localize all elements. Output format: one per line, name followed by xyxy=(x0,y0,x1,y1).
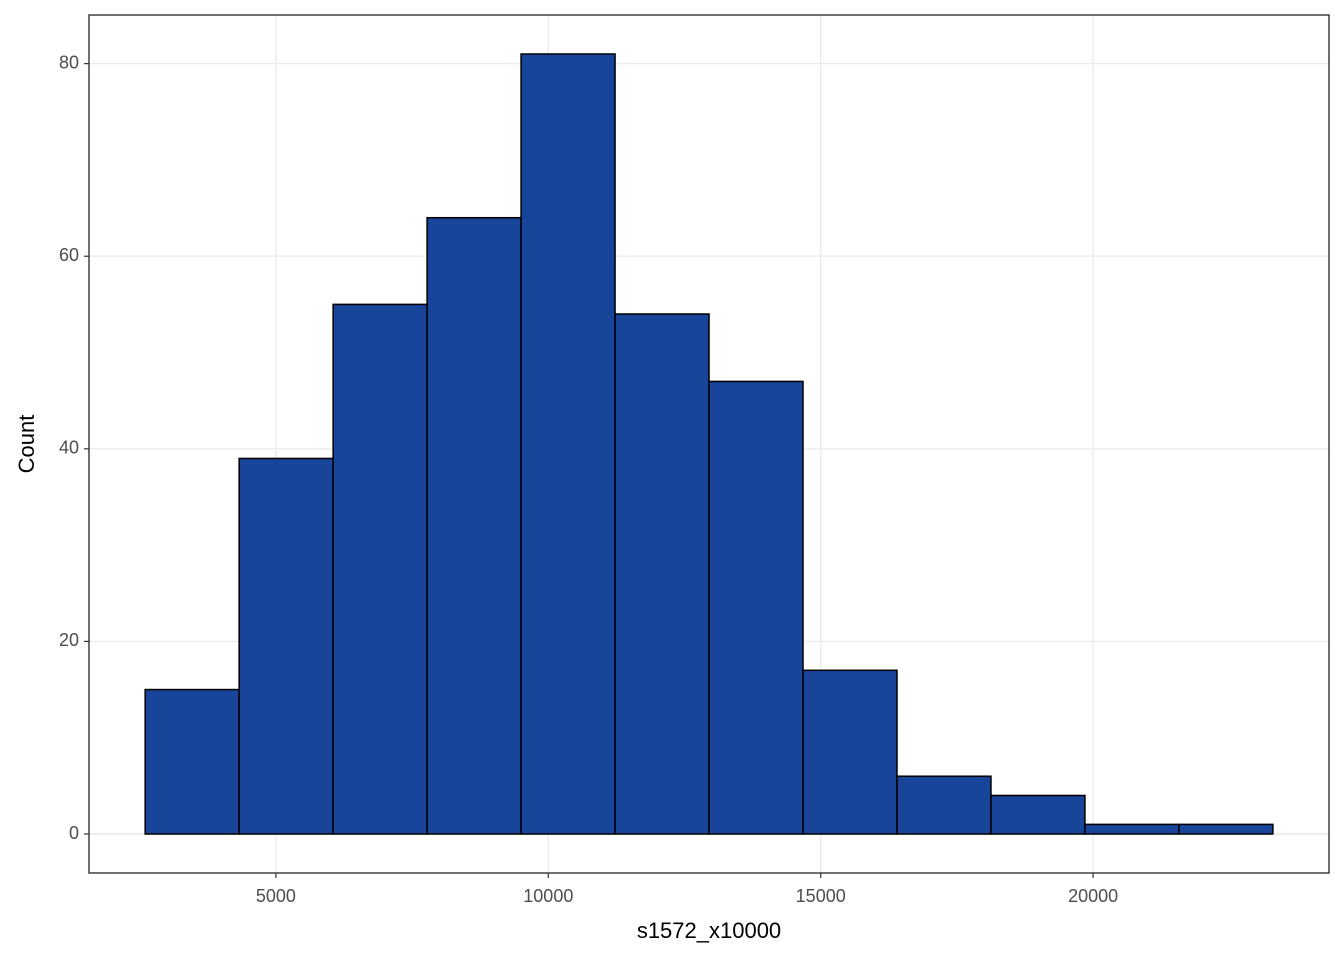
x-tick-label: 15000 xyxy=(796,886,846,906)
x-tick-label: 20000 xyxy=(1068,886,1118,906)
y-tick-label: 0 xyxy=(69,823,79,843)
bar xyxy=(896,775,992,835)
bar xyxy=(1178,823,1274,835)
x-tick-label: 5000 xyxy=(256,886,296,906)
y-tick-label: 20 xyxy=(59,630,79,650)
x-axis-title: s1572_x10000 xyxy=(637,918,781,943)
bar xyxy=(990,794,1086,835)
y-tick-label: 80 xyxy=(59,52,79,72)
bar xyxy=(238,457,334,835)
bar xyxy=(426,216,522,835)
bar xyxy=(708,380,804,835)
y-tick-label: 60 xyxy=(59,245,79,265)
bar xyxy=(614,313,710,835)
y-tick-label: 40 xyxy=(59,438,79,458)
y-axis-title: Count xyxy=(14,415,39,474)
x-tick-label: 10000 xyxy=(523,886,573,906)
bar xyxy=(332,303,428,835)
bar xyxy=(520,53,616,835)
bar xyxy=(144,688,240,835)
bar xyxy=(802,669,898,835)
plot-border xyxy=(88,14,1330,874)
bar xyxy=(1084,823,1180,835)
